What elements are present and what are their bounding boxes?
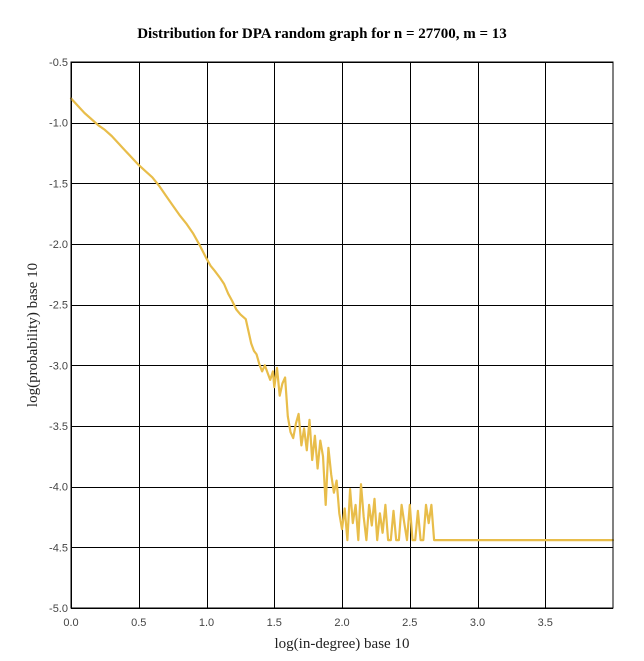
y-tick-label: -4.5	[49, 542, 68, 554]
plot-frame	[70, 61, 614, 609]
y-tick-label: -2.5	[49, 300, 68, 312]
y-axis-label: log(probability) base 10	[25, 263, 41, 407]
y-tick-label: -4.0	[49, 482, 68, 494]
x-tick-label: 2.0	[334, 617, 349, 629]
y-tick-label: -1.5	[49, 178, 68, 190]
x-tick-label: 0.0	[63, 617, 78, 629]
y-tick-label: -5.0	[49, 603, 68, 615]
y-tick-label: -0.5	[49, 57, 68, 69]
y-tick-label: -3.5	[49, 421, 68, 433]
y-tick-labels: -0.5 -1.0 -1.5 -2.0 -2.5 -3.0 -3.5 -4.0 -4.5 -5.0	[49, 57, 68, 615]
x-axis-label: log(in-degree) base 10	[275, 636, 410, 652]
y-tick-label: -2.0	[49, 239, 68, 251]
x-tick-label: 3.0	[470, 617, 485, 629]
x-tick-label: 2.5	[402, 617, 417, 629]
y-tick-label: -3.0	[49, 360, 68, 372]
x-tick-label: 1.5	[267, 617, 282, 629]
series-line	[69, 97, 615, 542]
x-tick-label: 3.5	[538, 617, 553, 629]
x-tick-label: 1.0	[199, 617, 214, 629]
x-tick-label: 0.5	[131, 617, 146, 629]
x-tick-labels: 0.0 0.5 1.0 1.5 2.0 2.5 3.0 3.5	[63, 617, 553, 629]
chart-title: Distribution for DPA random graph for n …	[137, 26, 507, 42]
y-tick-label: -1.0	[49, 118, 68, 130]
